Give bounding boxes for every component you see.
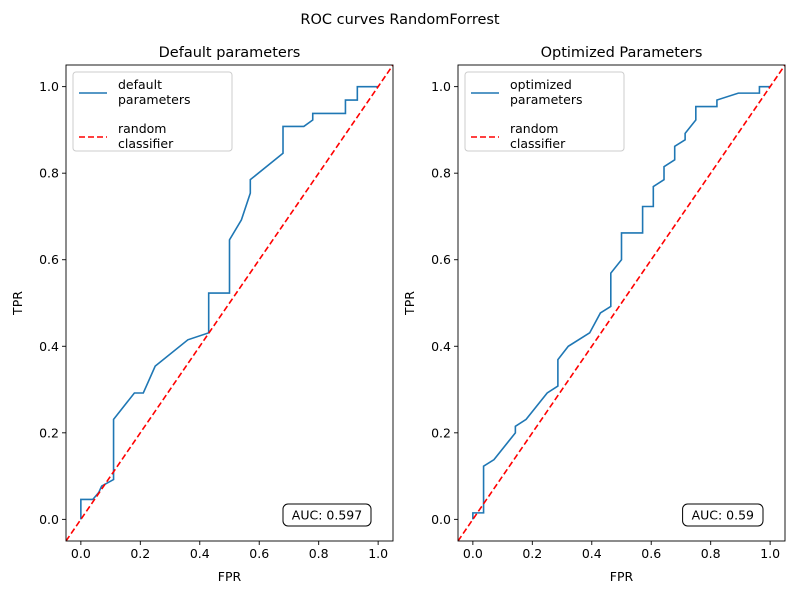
panel-2-legend-label: parameters: [510, 92, 583, 107]
panel-1-legend-label: parameters: [118, 92, 191, 107]
panel-1-y-tick-label: 0.8: [39, 166, 59, 181]
panel-2-y-tick-label: 0.8: [431, 166, 451, 181]
panel-1-legend-label: classifier: [118, 136, 174, 151]
panel-1-auc-text: AUC: 0.597: [292, 508, 362, 523]
panel-1-x-tick-label: 0.0: [71, 546, 91, 561]
panel-2-x-tick-label: 0.2: [522, 546, 542, 561]
panel-2-legend-box: [464, 71, 625, 152]
panel-2-roc-curve: [472, 85, 771, 520]
panel-2-y-tick-label: 0.2: [431, 425, 451, 440]
panel-2-x-tick-label: 0.8: [701, 546, 721, 561]
panel-2-y-tick-label: 0.6: [431, 252, 451, 267]
panel-2-axes-frame: [457, 64, 786, 542]
panel-2-legend-label: optimized: [510, 77, 572, 92]
panel-2-title: Optimized Parameters: [541, 45, 703, 61]
panel-1-legend-label: random: [118, 121, 166, 136]
panel-1-y-tick-label: 0.0: [39, 512, 59, 527]
panel-1-y-tick-label: 1.0: [39, 79, 59, 94]
panel-2-x-tick-label: 0.6: [641, 546, 661, 561]
panel-1-axes-frame: [65, 64, 394, 542]
panel-2-x-tick-label: 1.0: [760, 546, 780, 561]
panel-1: 0.0 0.2 0.4 0.6 0.8 1.0 0.0 0.2 0.4 0.6 0.8 1.0 Defa…: [10, 45, 394, 584]
panel-1-legend-box: [72, 71, 233, 152]
panel-1-auc-annotation: AUC: 0.597: [282, 503, 372, 527]
panel-2-x-tick-label: 0.4: [582, 546, 602, 561]
panel-1-x-tick-label: 0.6: [249, 546, 269, 561]
panel-2-y-tick-label: 0.0: [431, 512, 451, 527]
panel-2-y-axis-label: TPR: [402, 291, 417, 316]
panel-1-legend-label: default: [118, 77, 162, 92]
panel-2-legend-label: random: [510, 121, 558, 136]
figure-suptitle: ROC curves RandomForrest: [300, 12, 500, 28]
panel-2-auc-box: [682, 503, 764, 527]
panel-1-x-tick-label: 1.0: [368, 546, 388, 561]
panel-1-y-tick-label: 0.2: [39, 425, 59, 440]
panel-2-y-tick-label: 0.4: [431, 339, 451, 354]
panel-1-y-axis-label: TPR: [10, 291, 25, 316]
panel-1-x-tick-label: 0.4: [190, 546, 210, 561]
panel-2-y-tick-label: 1.0: [431, 79, 451, 94]
panel-2-auc-annotation: AUC: 0.59: [682, 503, 764, 527]
panel-2-legend-label: classifier: [510, 136, 566, 151]
panel-1-x-tick-label: 0.8: [309, 546, 329, 561]
panel-2-x-axis-label: FPR: [610, 569, 634, 584]
panel-1-roc-curve: [80, 85, 379, 520]
panel-1-auc-box: [282, 503, 372, 527]
panel-1-x-tick-label: 0.2: [130, 546, 150, 561]
panel-1-title: Default parameters: [159, 45, 301, 61]
panel-2-x-tick-label: 0.0: [463, 546, 483, 561]
panel-1-y-tick-label: 0.6: [39, 252, 59, 267]
panel-1-y-tick-label: 0.4: [39, 339, 59, 354]
panel-2-random-classifier-line: [458, 65, 785, 541]
panel-1-x-axis-label: FPR: [218, 569, 242, 584]
panel-2: 0.0 0.2 0.4 0.6 0.8 1.0 0.0 0.2 0.4 0.6 0.8 1.0 Opti…: [402, 45, 786, 584]
panel-2-auc-text: AUC: 0.59: [692, 508, 754, 523]
panel-1-random-classifier-line: [66, 65, 393, 541]
